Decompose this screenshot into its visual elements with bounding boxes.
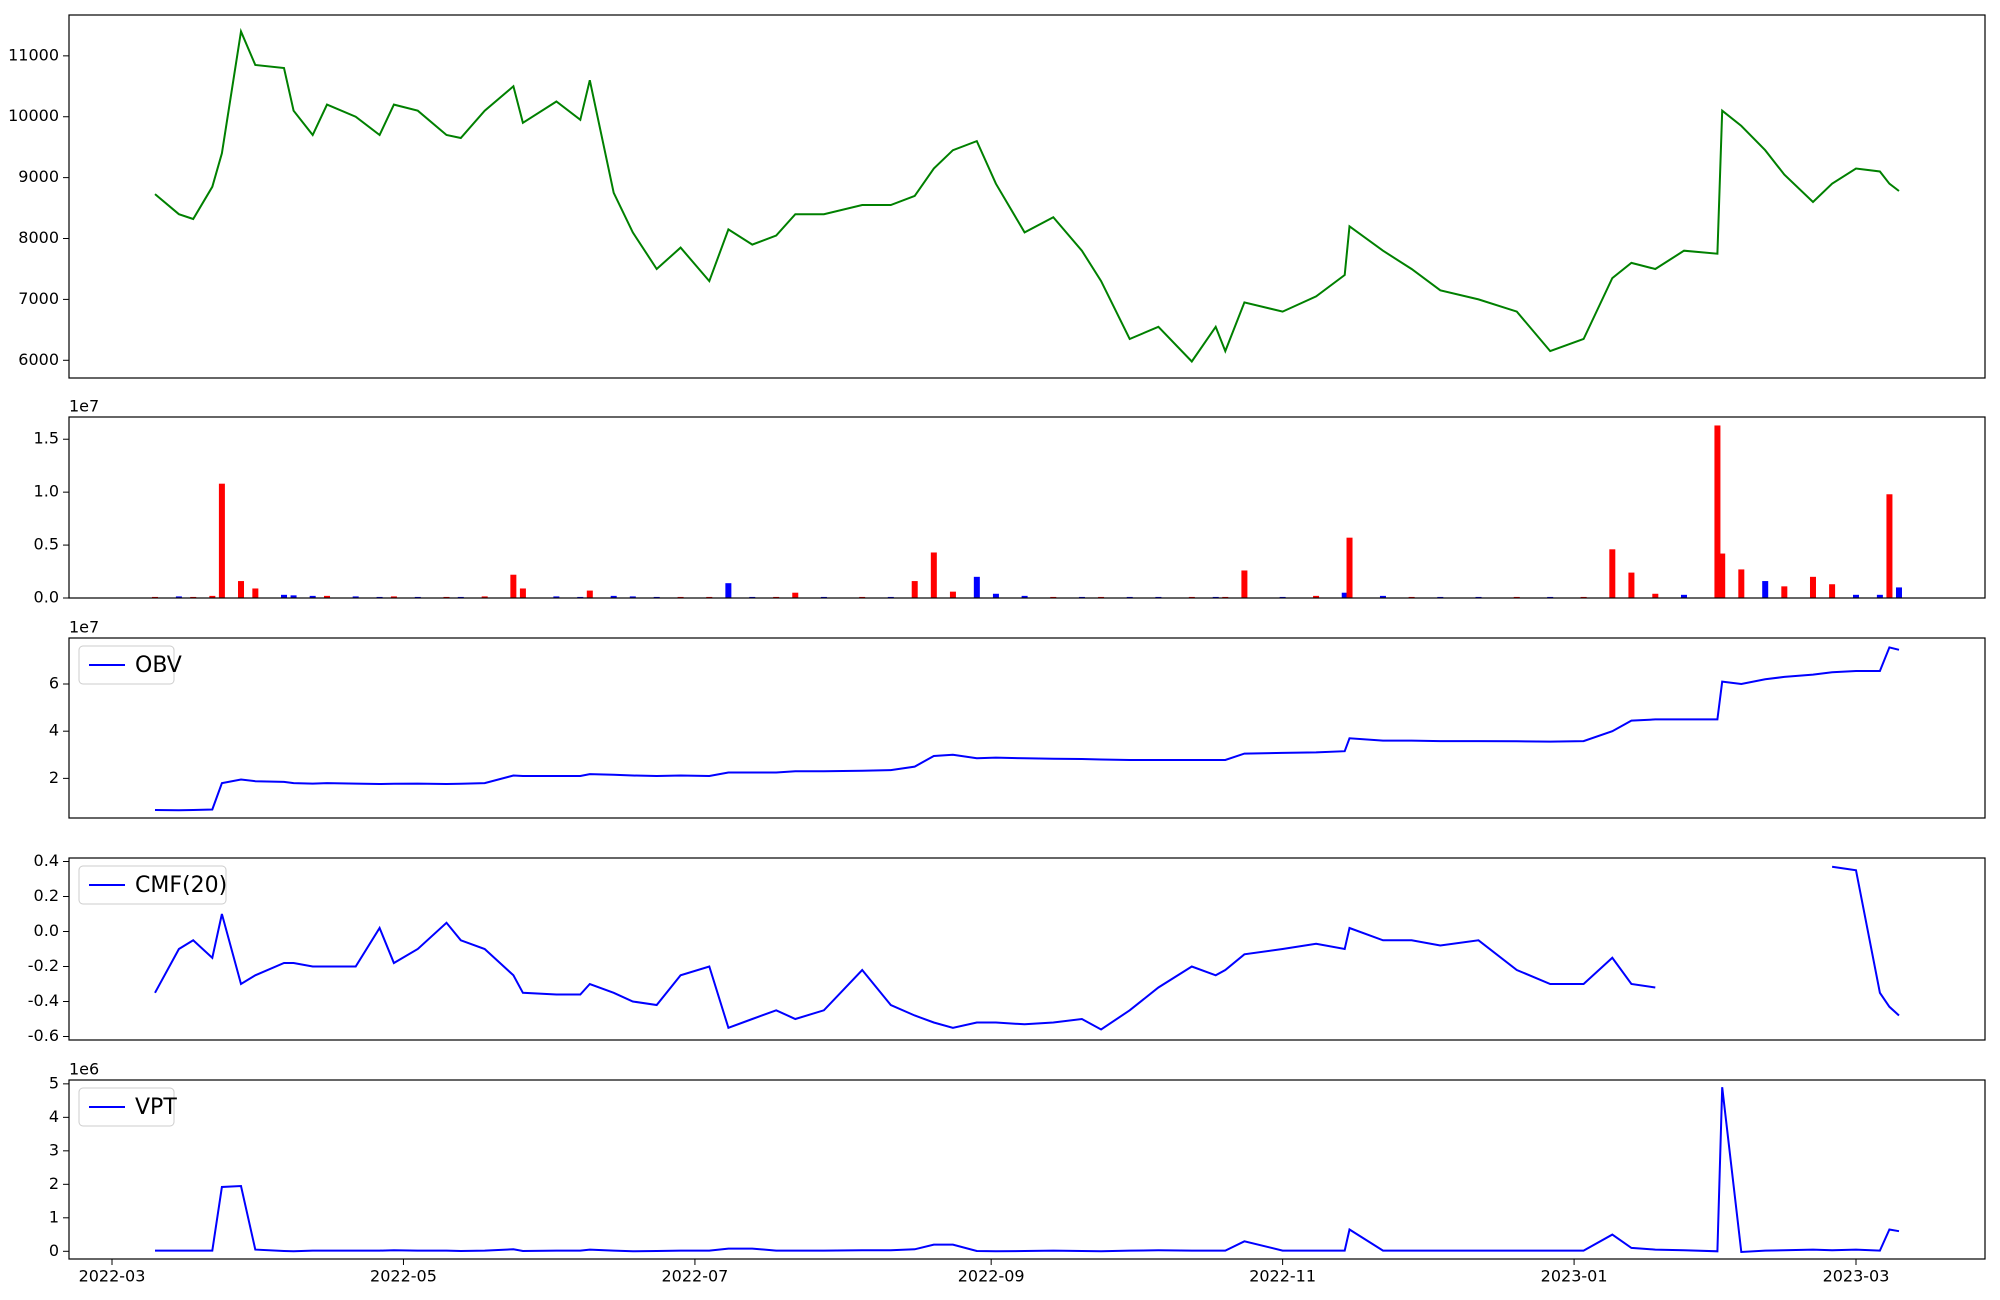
bar [1652,593,1659,598]
bar [324,595,331,598]
x-tick-label: 2023-03 [1823,1267,1890,1286]
y-tick-label: 6000 [18,350,59,369]
y-tick-label: 0 [49,1241,59,1260]
bar [1886,494,1893,598]
bar [352,596,359,598]
bar [1628,572,1635,598]
x-tick-label: 2023-01 [1541,1267,1608,1286]
bar [930,552,937,598]
offset-label: 1e7 [69,397,99,416]
offset-label: 1e7 [69,618,99,637]
legend-box [78,865,227,905]
y-tick-label: 2 [49,768,59,787]
y-tick-label: 4 [49,721,59,740]
bar [1021,595,1028,598]
y-tick-label: 6 [49,674,59,693]
y-tick-label: 1 [49,1207,59,1226]
series-line [154,27,1900,364]
bar [1379,595,1386,598]
bar [290,595,297,598]
y-tick-label: 8000 [18,228,59,247]
bar [519,588,526,598]
y-tick-label: 10000 [8,106,59,125]
series-line [154,865,1900,1031]
x-tick-label: 2022-03 [79,1267,146,1286]
bar [1762,581,1769,598]
y-tick-label: 2 [49,1174,59,1193]
y-tick-label: 0.4 [34,851,59,870]
bar [481,596,488,598]
bar [390,596,397,598]
bar [238,581,245,598]
bar [1809,576,1816,598]
legend-box [78,645,175,685]
bar [1895,587,1902,598]
x-tick-label: 2022-09 [958,1267,1025,1286]
bar [1341,592,1348,598]
bar [1346,537,1353,598]
bar [1719,553,1726,598]
bar [252,588,259,598]
bar [209,595,216,598]
bar [973,576,980,598]
y-tick-label: 9000 [18,167,59,186]
bar [510,574,517,598]
bar [1680,594,1687,598]
bar [949,591,956,598]
bar [553,596,560,598]
legend-box [78,1087,175,1127]
y-tick-label: -0.6 [28,1026,59,1045]
y-tick-label: -0.2 [28,956,59,975]
y-tick-label: 3 [49,1140,59,1159]
bar [1714,425,1721,598]
bar [586,590,593,598]
bar [610,595,617,598]
y-tick-label: 0.0 [34,588,59,607]
bar [218,483,225,598]
bar [1738,569,1745,598]
bar [1781,586,1788,598]
axes-frame [68,857,1986,1041]
bar [281,594,288,598]
bar [1313,595,1320,598]
bar [911,581,918,598]
bar [1609,549,1616,598]
y-tick-label: 5 [49,1073,59,1092]
y-tick-label: 0.5 [34,535,59,554]
x-tick-label: 2022-05 [370,1267,437,1286]
legend-label: OBV [135,653,182,678]
series-line [154,646,1900,812]
axes-frame [68,14,1986,379]
offset-label: 1e6 [69,1060,99,1079]
bar [309,595,316,598]
series-line [155,1087,1900,1254]
y-tick-label: 1.0 [34,482,59,501]
bar [629,596,636,598]
y-tick-label: -0.4 [28,991,59,1010]
y-tick-label: 7000 [18,289,59,308]
y-tick-label: 1.5 [34,429,59,448]
bar [1829,584,1836,598]
bar [1876,594,1883,598]
bar [175,596,182,598]
y-tick-label: 0.2 [34,886,59,905]
bar [992,593,999,598]
bar [1852,594,1859,598]
legend-label: CMF(20) [135,873,227,898]
axes-frame [68,1079,1986,1260]
x-tick-label: 2022-07 [661,1267,728,1286]
y-tick-label: 11000 [8,45,59,64]
axes-frame [68,637,1986,819]
legend-label: VPT [135,1095,177,1120]
axes-frame [68,416,1986,599]
y-tick-label: 4 [49,1107,59,1126]
bar [725,583,732,598]
x-tick-label: 2022-11 [1249,1267,1316,1286]
bar [792,592,799,598]
bar [1241,570,1248,598]
y-tick-label: 0.0 [34,921,59,940]
